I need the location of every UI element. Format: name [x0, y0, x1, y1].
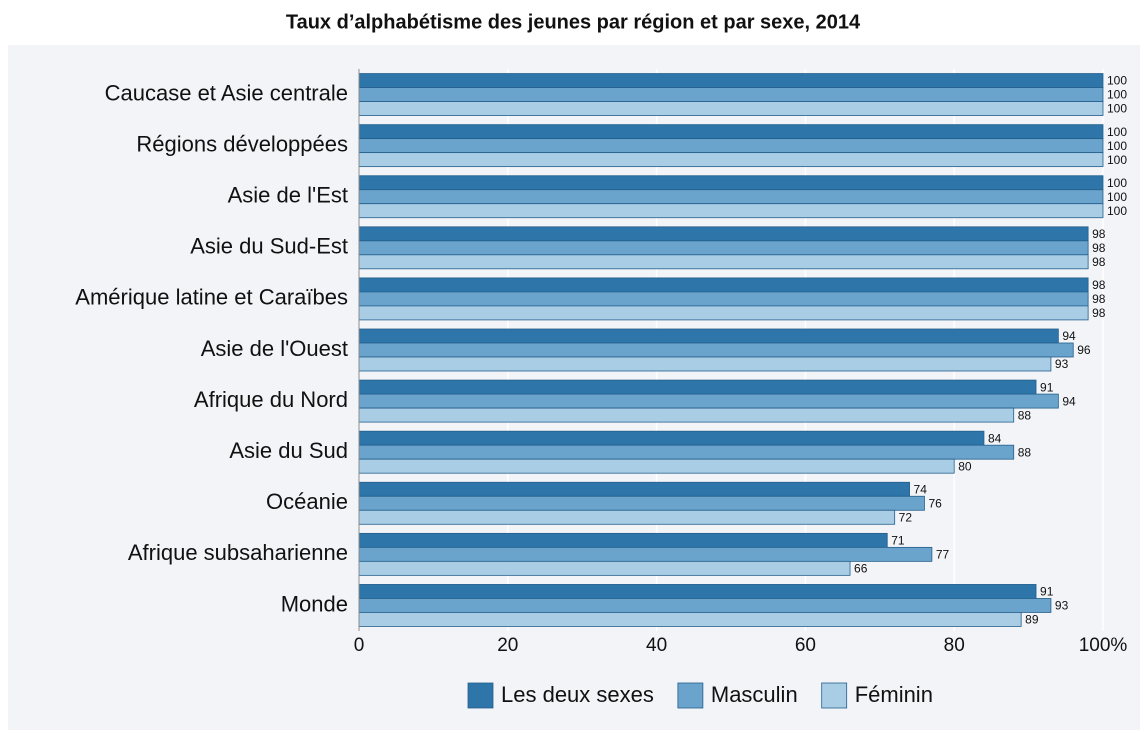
- category-label: Océanie: [266, 489, 348, 514]
- value-label: 100: [1107, 102, 1127, 116]
- bar: [358, 509, 896, 525]
- value-label: 96: [1077, 343, 1091, 357]
- category-label: Afrique subsaharienne: [128, 540, 348, 565]
- value-label: 76: [928, 496, 942, 510]
- bar: [358, 305, 1089, 321]
- value-label: 94: [1062, 394, 1076, 408]
- bar: [358, 532, 888, 548]
- legend-swatch: [677, 682, 704, 709]
- value-label: 100: [1107, 153, 1127, 167]
- value-label: 100: [1107, 125, 1127, 139]
- bar: [358, 458, 955, 474]
- value-label: 84: [988, 431, 1002, 445]
- value-label: 98: [1092, 241, 1106, 255]
- value-label: 88: [1018, 445, 1032, 459]
- value-label: 88: [1018, 408, 1032, 422]
- bar: [358, 101, 1104, 116]
- value-label: 89: [1025, 613, 1039, 627]
- bar: [358, 328, 1059, 344]
- x-tick-label: 40: [646, 635, 667, 656]
- chart-title: Taux d’alphabétisme des jeunes par régio…: [286, 11, 861, 33]
- value-label: 66: [854, 562, 868, 576]
- bar: [358, 430, 985, 446]
- value-label: 100: [1107, 190, 1127, 204]
- bar: [358, 481, 910, 497]
- value-label: 94: [1062, 329, 1076, 343]
- value-label: 71: [891, 534, 905, 548]
- x-tick-label: 20: [497, 635, 518, 656]
- bar: [358, 87, 1104, 102]
- legend-label: Féminin: [855, 682, 933, 707]
- value-label: 98: [1092, 227, 1106, 241]
- value-label: 93: [1055, 357, 1069, 371]
- bar: [358, 175, 1104, 191]
- x-tick-label: 0: [354, 635, 365, 656]
- bar: [358, 138, 1104, 154]
- legend-label: Masculin: [711, 682, 798, 707]
- bar: [358, 598, 1052, 613]
- bar: [358, 444, 1015, 460]
- bar: [358, 495, 925, 511]
- legend-swatch: [467, 682, 494, 709]
- category-label: Caucase et Asie centrale: [105, 80, 348, 105]
- bar: [358, 203, 1104, 219]
- category-label: Asie du Sud-Est: [190, 234, 348, 259]
- category-label: Afrique du Nord: [194, 387, 348, 412]
- category-label: Asie de l'Ouest: [201, 336, 348, 361]
- value-label: 80: [958, 459, 972, 473]
- legend-swatch: [821, 682, 848, 709]
- category-label: Asie du Sud: [229, 438, 348, 463]
- bar: [358, 254, 1089, 270]
- category-label: Amérique latine et Caraïbes: [75, 285, 348, 310]
- value-label: 98: [1092, 292, 1106, 306]
- bar: [358, 546, 933, 562]
- value-label: 74: [914, 482, 928, 496]
- bar: [358, 612, 1022, 627]
- value-label: 100: [1107, 139, 1127, 153]
- x-tick-label: 80: [944, 635, 965, 656]
- bar: [358, 560, 851, 576]
- bar: [358, 342, 1074, 358]
- bar: [358, 152, 1104, 168]
- value-label: 91: [1040, 380, 1054, 394]
- value-label: 100: [1107, 204, 1127, 218]
- bar: [358, 226, 1089, 242]
- bar: [358, 277, 1089, 293]
- value-label: 77: [936, 548, 950, 562]
- bar: [358, 393, 1059, 409]
- value-label: 100: [1107, 176, 1127, 190]
- bar: [358, 73, 1104, 88]
- category-label: Régions développées: [136, 131, 348, 156]
- bar: [358, 189, 1104, 205]
- category-label: Asie de l'Est: [228, 183, 348, 208]
- bar: [358, 584, 1037, 599]
- value-label: 91: [1040, 585, 1054, 599]
- category-label: Monde: [281, 591, 348, 616]
- value-label: 98: [1092, 255, 1106, 269]
- x-tick-label: 100%: [1079, 635, 1128, 656]
- value-label: 98: [1092, 306, 1106, 320]
- value-label: 98: [1092, 278, 1106, 292]
- value-label: 100: [1107, 88, 1127, 102]
- x-tick-label: 60: [795, 635, 816, 656]
- bar: [358, 124, 1104, 140]
- bar: [358, 291, 1089, 307]
- value-label: 72: [899, 510, 913, 524]
- value-label: 100: [1107, 74, 1127, 88]
- bar: [358, 356, 1052, 372]
- bar: [358, 379, 1037, 395]
- legend-label: Les deux sexes: [501, 682, 654, 707]
- bar: [358, 407, 1015, 423]
- bar: [358, 240, 1089, 256]
- value-label: 93: [1055, 599, 1069, 613]
